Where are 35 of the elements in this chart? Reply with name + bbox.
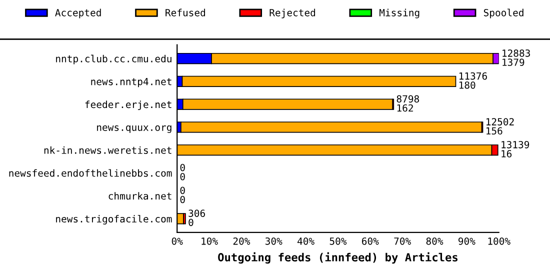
legend-label: Rejected <box>270 8 316 18</box>
x-tick-label: 80% <box>426 237 444 245</box>
x-axis-title: Outgoing feeds (innfeed) by Articles <box>218 252 458 264</box>
bar <box>180 122 482 133</box>
text: 13139 16 <box>502 140 530 158</box>
legend-label: Refused <box>166 8 205 16</box>
x-tick-label: 100% <box>488 237 510 245</box>
legend-label: Accepted <box>55 8 101 18</box>
text: 0 0 <box>180 164 185 180</box>
text: 11376 180 <box>459 72 487 89</box>
x-tick-label: 30% <box>265 237 282 245</box>
x-tick-label: 40% <box>298 237 314 245</box>
y-tick-label: news.quux.org <box>97 125 172 133</box>
text: 306 0 <box>188 210 205 226</box>
x-tick-label: 0% <box>172 237 183 245</box>
x-tick-label: 90% <box>458 237 476 245</box>
bar <box>182 76 456 87</box>
x-tick-label: 10% <box>202 237 218 245</box>
x-tick-label: 60% <box>362 237 379 245</box>
legend-label: Spooled <box>484 8 524 18</box>
text: 12502 156 <box>486 118 514 135</box>
x-tick-label: 20% <box>233 237 250 245</box>
text: 12883 1379 <box>502 49 530 66</box>
y-tick-label: feeder.erje.net <box>85 100 172 110</box>
y-tick-label: nk-in.news.weretis.net <box>44 146 172 154</box>
y-tick-label: news.trigofacile.com <box>56 214 172 224</box>
text: 0 0 <box>180 186 185 204</box>
y-tick-label: newsfeed.endofthelinebbs.com <box>9 169 172 177</box>
x-tick-label: 50% <box>330 237 347 245</box>
x-tick-label: 70% <box>394 237 411 245</box>
legend-label: Missing <box>380 8 420 18</box>
y-tick-label: news.nntp4.net <box>91 78 172 88</box>
y-tick-label: nntp.club.cc.cmu.edu <box>56 54 172 64</box>
y-tick-label: chmurka.net <box>108 192 172 200</box>
text: 8798 162 <box>396 95 420 112</box>
